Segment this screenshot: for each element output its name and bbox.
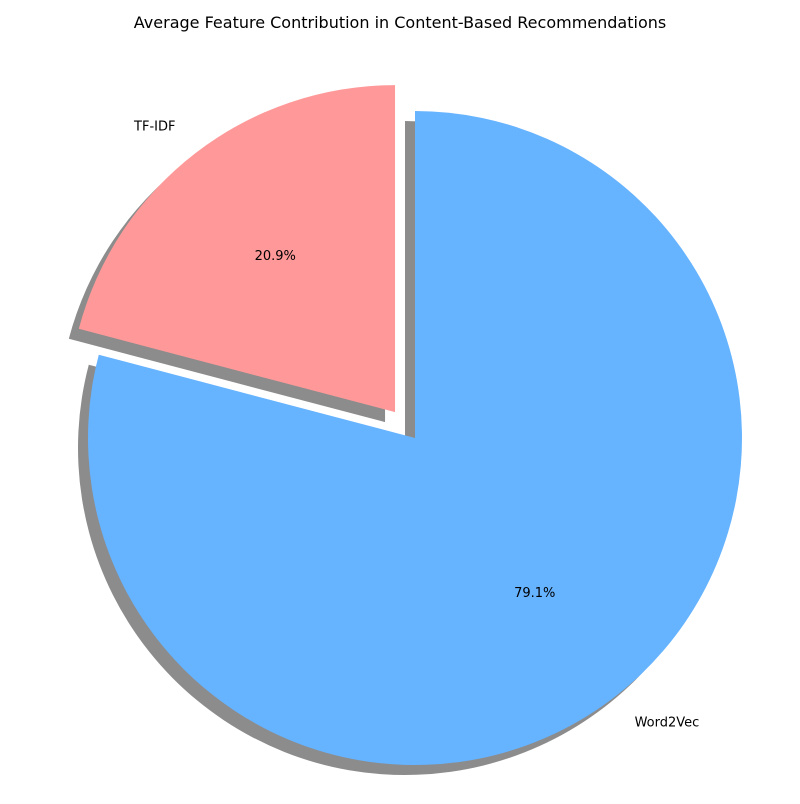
slice-label-tf-idf: TF-IDF [133,120,175,135]
label-layer: 20.9% TF-IDF 79.1% Word2Vec [133,120,699,731]
pie-slice-word2vec [88,111,743,766]
pie-slice-tf-idf [78,85,396,413]
slice-percent-label-tf-idf: 20.9% [255,249,296,264]
slice-label-word2vec: Word2Vec [635,715,700,730]
slice-layer [78,85,743,766]
slice-percent-label-word2vec: 79.1% [514,586,555,601]
chart-title: Average Feature Contribution in Content-… [133,13,667,32]
